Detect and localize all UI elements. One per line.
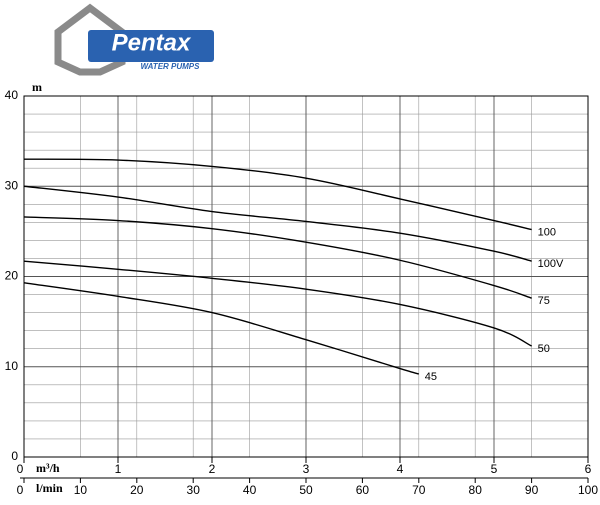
- x2-tick-label: 50: [299, 483, 313, 497]
- x2-tick-label: 30: [187, 483, 201, 497]
- logo-tagline: WATER PUMPS: [141, 62, 201, 71]
- y-axis-label: m: [32, 80, 42, 94]
- curve: [23, 260, 532, 347]
- x2-tick-label: 10: [74, 483, 88, 497]
- x-tick-label: 5: [491, 462, 498, 476]
- y-tick-label: 30: [5, 178, 19, 192]
- curve-label: 100V: [538, 258, 564, 270]
- x2-tick-label: 80: [469, 483, 483, 497]
- logo-mark: [54, 3, 126, 76]
- y-tick-label: 0: [11, 449, 18, 463]
- curve: [23, 282, 419, 375]
- x-tick-label: 0: [17, 462, 24, 476]
- x2-tick-label: 20: [130, 483, 144, 497]
- curve: [23, 158, 532, 231]
- x2-tick-label: 70: [412, 483, 426, 497]
- curve-label: 100: [538, 226, 556, 238]
- curve: [23, 185, 532, 262]
- x-tick-label: 1: [115, 462, 122, 476]
- logo-name: Pentax: [112, 29, 192, 56]
- x2-tick-label: 60: [356, 483, 370, 497]
- curve-label: 45: [425, 371, 437, 383]
- logo-box: [88, 30, 214, 62]
- y-tick-label: 10: [5, 359, 19, 373]
- x-tick-label: 4: [397, 462, 404, 476]
- x-tick-label: 2: [209, 462, 216, 476]
- x2-tick-label: 100: [578, 483, 598, 497]
- curve: [23, 216, 532, 299]
- x-tick-label: 6: [585, 462, 592, 476]
- x2-axis-label: l/min: [36, 481, 63, 495]
- x2-tick-label: 0: [17, 483, 24, 497]
- plot-frame: [23, 95, 589, 458]
- curve-label: 50: [538, 343, 550, 355]
- logo: Pentax WATER PUMPS: [54, 3, 214, 76]
- x2-tick-label: 90: [525, 483, 539, 497]
- y-tick-label: 20: [5, 269, 19, 283]
- x2-tick-label: 40: [243, 483, 257, 497]
- curve-label: 75: [538, 295, 550, 307]
- x-tick-label: 3: [303, 462, 310, 476]
- x-axis-label: m³/h: [36, 461, 60, 475]
- y-tick-label: 40: [5, 88, 19, 102]
